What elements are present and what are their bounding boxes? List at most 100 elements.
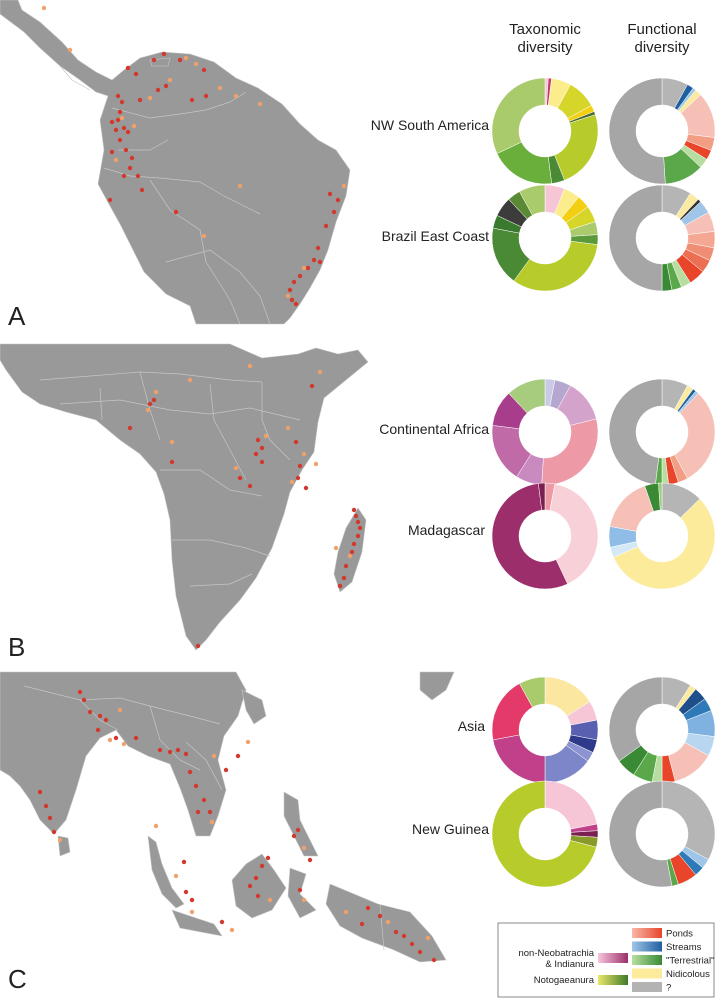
donut-asia-taxonomic [491,676,599,784]
donut-slice [608,780,673,888]
donut-slice [538,482,546,511]
locality-dot [263,433,269,439]
donut-slice [613,498,716,590]
legend-gradient-notogaeanura [598,975,628,985]
locality-dot [259,445,265,451]
locality-dot [173,873,179,879]
donut-slice [513,240,598,292]
donut-slice [674,393,716,479]
locality-dot [131,123,137,129]
legend-gradient-non-neobatrachia [598,953,628,963]
locality-dot [255,893,261,899]
donut-slice [519,184,546,216]
locality-dot [341,575,347,581]
locality-dot [289,297,295,303]
locality-dot [125,65,131,71]
locality-dot [195,809,201,815]
region-label-nw-south-america: NW South America [371,117,489,133]
locality-dot [113,157,119,163]
locality-dot [307,857,313,863]
panel-letter-b: B [8,632,25,662]
locality-dot [237,183,243,189]
locality-dot [177,57,183,63]
locality-dot [393,929,399,935]
locality-dot [183,751,189,757]
locality-dot [297,463,303,469]
locality-dot [67,47,73,53]
locality-dot [351,541,357,547]
locality-dot [157,747,163,753]
locality-dot [57,837,63,843]
locality-dot [217,85,223,91]
locality-dot [97,713,103,719]
locality-dot [301,897,307,903]
donut-slice [658,482,663,511]
locality-dot [193,61,199,67]
locality-dot [335,197,341,203]
donut-slice [519,676,546,708]
locality-dot [401,933,407,939]
locality-dot [115,93,121,99]
locality-dot [125,129,131,135]
donut-slice [492,734,546,784]
locality-dot [291,833,297,839]
locality-dot [259,459,265,465]
locality-dot [121,173,127,179]
donut-new-guinea-functional [608,780,716,888]
locality-dot [187,769,193,775]
donut-slice [541,418,599,486]
locality-dot [341,183,347,189]
locality-dot [193,783,199,789]
locality-dot [43,803,49,809]
donut-continental-africa-functional [608,378,716,486]
locality-dot [137,97,143,103]
locality-dot [359,921,365,927]
locality-dot [151,57,157,63]
locality-dot [315,245,321,251]
donut-slice [508,378,546,414]
locality-dot [77,689,83,695]
locality-dot [331,209,337,215]
donut-slice [608,676,663,762]
locality-dot [109,149,115,155]
locality-dot [51,829,57,835]
locality-dot [183,55,189,61]
locality-dot [95,727,101,733]
locality-dot [357,525,363,531]
locality-dot [167,749,173,755]
locality-dot [303,485,309,491]
locality-dot [287,287,293,293]
locality-dot [119,99,125,105]
donut-new-guinea-taxonomic [491,780,599,888]
locality-dot [285,293,291,299]
locality-dot [181,859,187,865]
locality-dot [109,119,115,125]
locality-dot [301,845,307,851]
locality-dot [301,451,307,457]
functional-header-line1: Functional [627,21,696,38]
locality-dot [355,519,361,525]
locality-dot [133,735,139,741]
legend-swatch [632,968,662,979]
map-asia [0,671,455,963]
locality-dot [189,897,195,903]
locality-dot [153,389,159,395]
locality-dot [37,789,43,795]
donut-slice [544,780,598,830]
legend: non-Neobatrachia & Indianura Notogaeanur… [497,922,715,998]
donut-slice [491,77,546,154]
legend-swatch [632,982,662,992]
locality-dot [247,883,253,889]
locality-dot [349,549,355,555]
locality-dot [377,913,383,919]
legend-group-label-1b: & Indianura [545,959,594,970]
locality-dot [233,93,239,99]
locality-dot [127,165,133,171]
locality-dot [311,257,317,263]
locality-dot [265,855,271,861]
legend-swatch [632,955,662,965]
locality-dot [161,51,167,57]
locality-dot [245,739,251,745]
locality-dot [293,439,299,445]
legend-swatch [632,941,662,952]
